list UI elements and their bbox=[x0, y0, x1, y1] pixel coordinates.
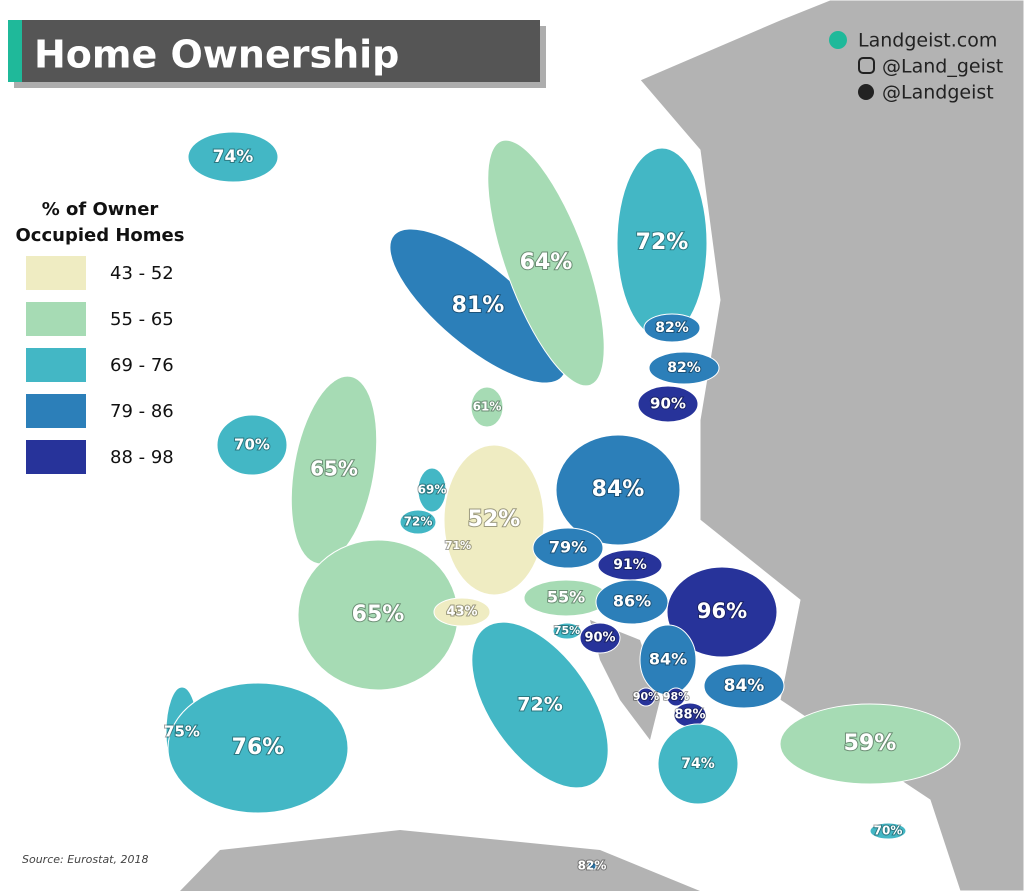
region-label: 82% bbox=[578, 859, 607, 873]
region-shape bbox=[187, 131, 279, 183]
region-label: 61% bbox=[473, 400, 502, 414]
region-shape bbox=[657, 723, 739, 805]
region-label: 84% bbox=[724, 676, 765, 696]
region-shape bbox=[417, 467, 447, 513]
twitter: @Landgeist bbox=[882, 82, 994, 104]
legend-title: Occupied Homes bbox=[16, 225, 185, 246]
region-shape bbox=[703, 663, 785, 709]
legend-swatch bbox=[26, 256, 86, 290]
region-shape bbox=[648, 351, 720, 385]
region-label: 82% bbox=[667, 360, 701, 376]
legend-swatch bbox=[26, 394, 86, 428]
region-label: 90% bbox=[650, 395, 686, 413]
title: Home Ownership bbox=[34, 33, 399, 77]
region-label: 98% bbox=[663, 690, 689, 703]
region-shape bbox=[487, 139, 605, 387]
north-africa bbox=[180, 830, 700, 891]
region-label: 70% bbox=[874, 824, 903, 838]
title-accent bbox=[8, 20, 22, 82]
title-background bbox=[8, 20, 540, 82]
region-label: 84% bbox=[649, 650, 687, 669]
legend-label: 88 - 98 bbox=[110, 447, 174, 468]
region-shape bbox=[532, 527, 604, 569]
region-label: 74% bbox=[681, 756, 715, 772]
region-label: 55% bbox=[547, 588, 585, 607]
region-shape bbox=[216, 414, 288, 476]
region-shape bbox=[666, 687, 686, 707]
legend-label: 55 - 65 bbox=[110, 309, 174, 330]
region-label: 88% bbox=[674, 708, 705, 723]
region-shape bbox=[579, 622, 621, 654]
legend-title: % of Owner bbox=[42, 199, 159, 220]
region-shape bbox=[433, 597, 491, 627]
region-shape bbox=[555, 434, 681, 546]
source: Source: Eurostat, 2018 bbox=[22, 853, 148, 866]
legend-label: 79 - 86 bbox=[110, 401, 174, 422]
region-shape bbox=[399, 509, 437, 535]
globe-icon bbox=[829, 31, 847, 49]
region-shape bbox=[636, 687, 656, 707]
region-label: 65% bbox=[352, 602, 405, 627]
region-label: 90% bbox=[633, 690, 659, 703]
region-shape bbox=[552, 622, 582, 640]
region-label: 84% bbox=[592, 477, 645, 502]
region-label: 75% bbox=[554, 624, 580, 637]
region-label: 90% bbox=[584, 631, 615, 646]
region-shape bbox=[389, 228, 567, 384]
region-shape bbox=[637, 385, 699, 423]
region-label: 72% bbox=[517, 694, 562, 716]
region-label: 86% bbox=[613, 592, 651, 611]
region-label: 71% bbox=[445, 539, 471, 552]
social: Landgeist.com @Land_geist @Landgeist bbox=[829, 30, 1003, 104]
region-shape bbox=[666, 566, 778, 658]
region-label: 43% bbox=[446, 605, 477, 620]
legend-swatch bbox=[26, 302, 86, 336]
region-label: 52% bbox=[468, 507, 521, 532]
region-label: 59% bbox=[844, 731, 897, 756]
region-shape bbox=[167, 682, 349, 814]
region-shape bbox=[779, 703, 961, 785]
instagram: @Land_geist bbox=[882, 56, 1003, 78]
region-shape bbox=[587, 861, 597, 871]
region-shape bbox=[643, 313, 701, 343]
region-label: 75% bbox=[164, 723, 200, 741]
legend-swatch bbox=[26, 348, 86, 382]
regions: 74% 81% 64% 72% 82% 82% 90% 61% 70% 65% 69% 72% 71% 5… bbox=[163, 131, 961, 874]
region-label: 82% bbox=[655, 320, 689, 336]
legend-label: 69 - 76 bbox=[110, 355, 174, 376]
region-label: 64% bbox=[520, 250, 573, 275]
region-label: 79% bbox=[549, 538, 587, 557]
region-label: 91% bbox=[613, 557, 647, 573]
region-shape bbox=[290, 375, 378, 565]
region-label: 81% bbox=[452, 293, 505, 318]
region-label: 70% bbox=[234, 436, 270, 454]
legend-label: 43 - 52 bbox=[110, 263, 174, 284]
region-label: 69% bbox=[418, 483, 447, 497]
region-label: 65% bbox=[310, 457, 358, 481]
title-box: Home Ownership bbox=[8, 20, 546, 88]
legend-swatch bbox=[26, 440, 86, 474]
region-label: 74% bbox=[213, 147, 254, 167]
region-label: 96% bbox=[697, 599, 747, 623]
region-shape bbox=[470, 386, 504, 428]
legend: % of Owner Occupied Homes 43 - 52 55 - 65… bbox=[16, 199, 185, 474]
region-shape bbox=[443, 444, 545, 596]
region-label: 76% bbox=[232, 735, 285, 760]
region-label: 72% bbox=[404, 515, 433, 529]
instagram-icon bbox=[858, 57, 875, 74]
website: Landgeist.com bbox=[858, 30, 997, 52]
region-shape bbox=[471, 621, 609, 789]
region-shape bbox=[869, 822, 907, 840]
region-label: 72% bbox=[636, 230, 689, 255]
twitter-icon bbox=[858, 84, 874, 100]
